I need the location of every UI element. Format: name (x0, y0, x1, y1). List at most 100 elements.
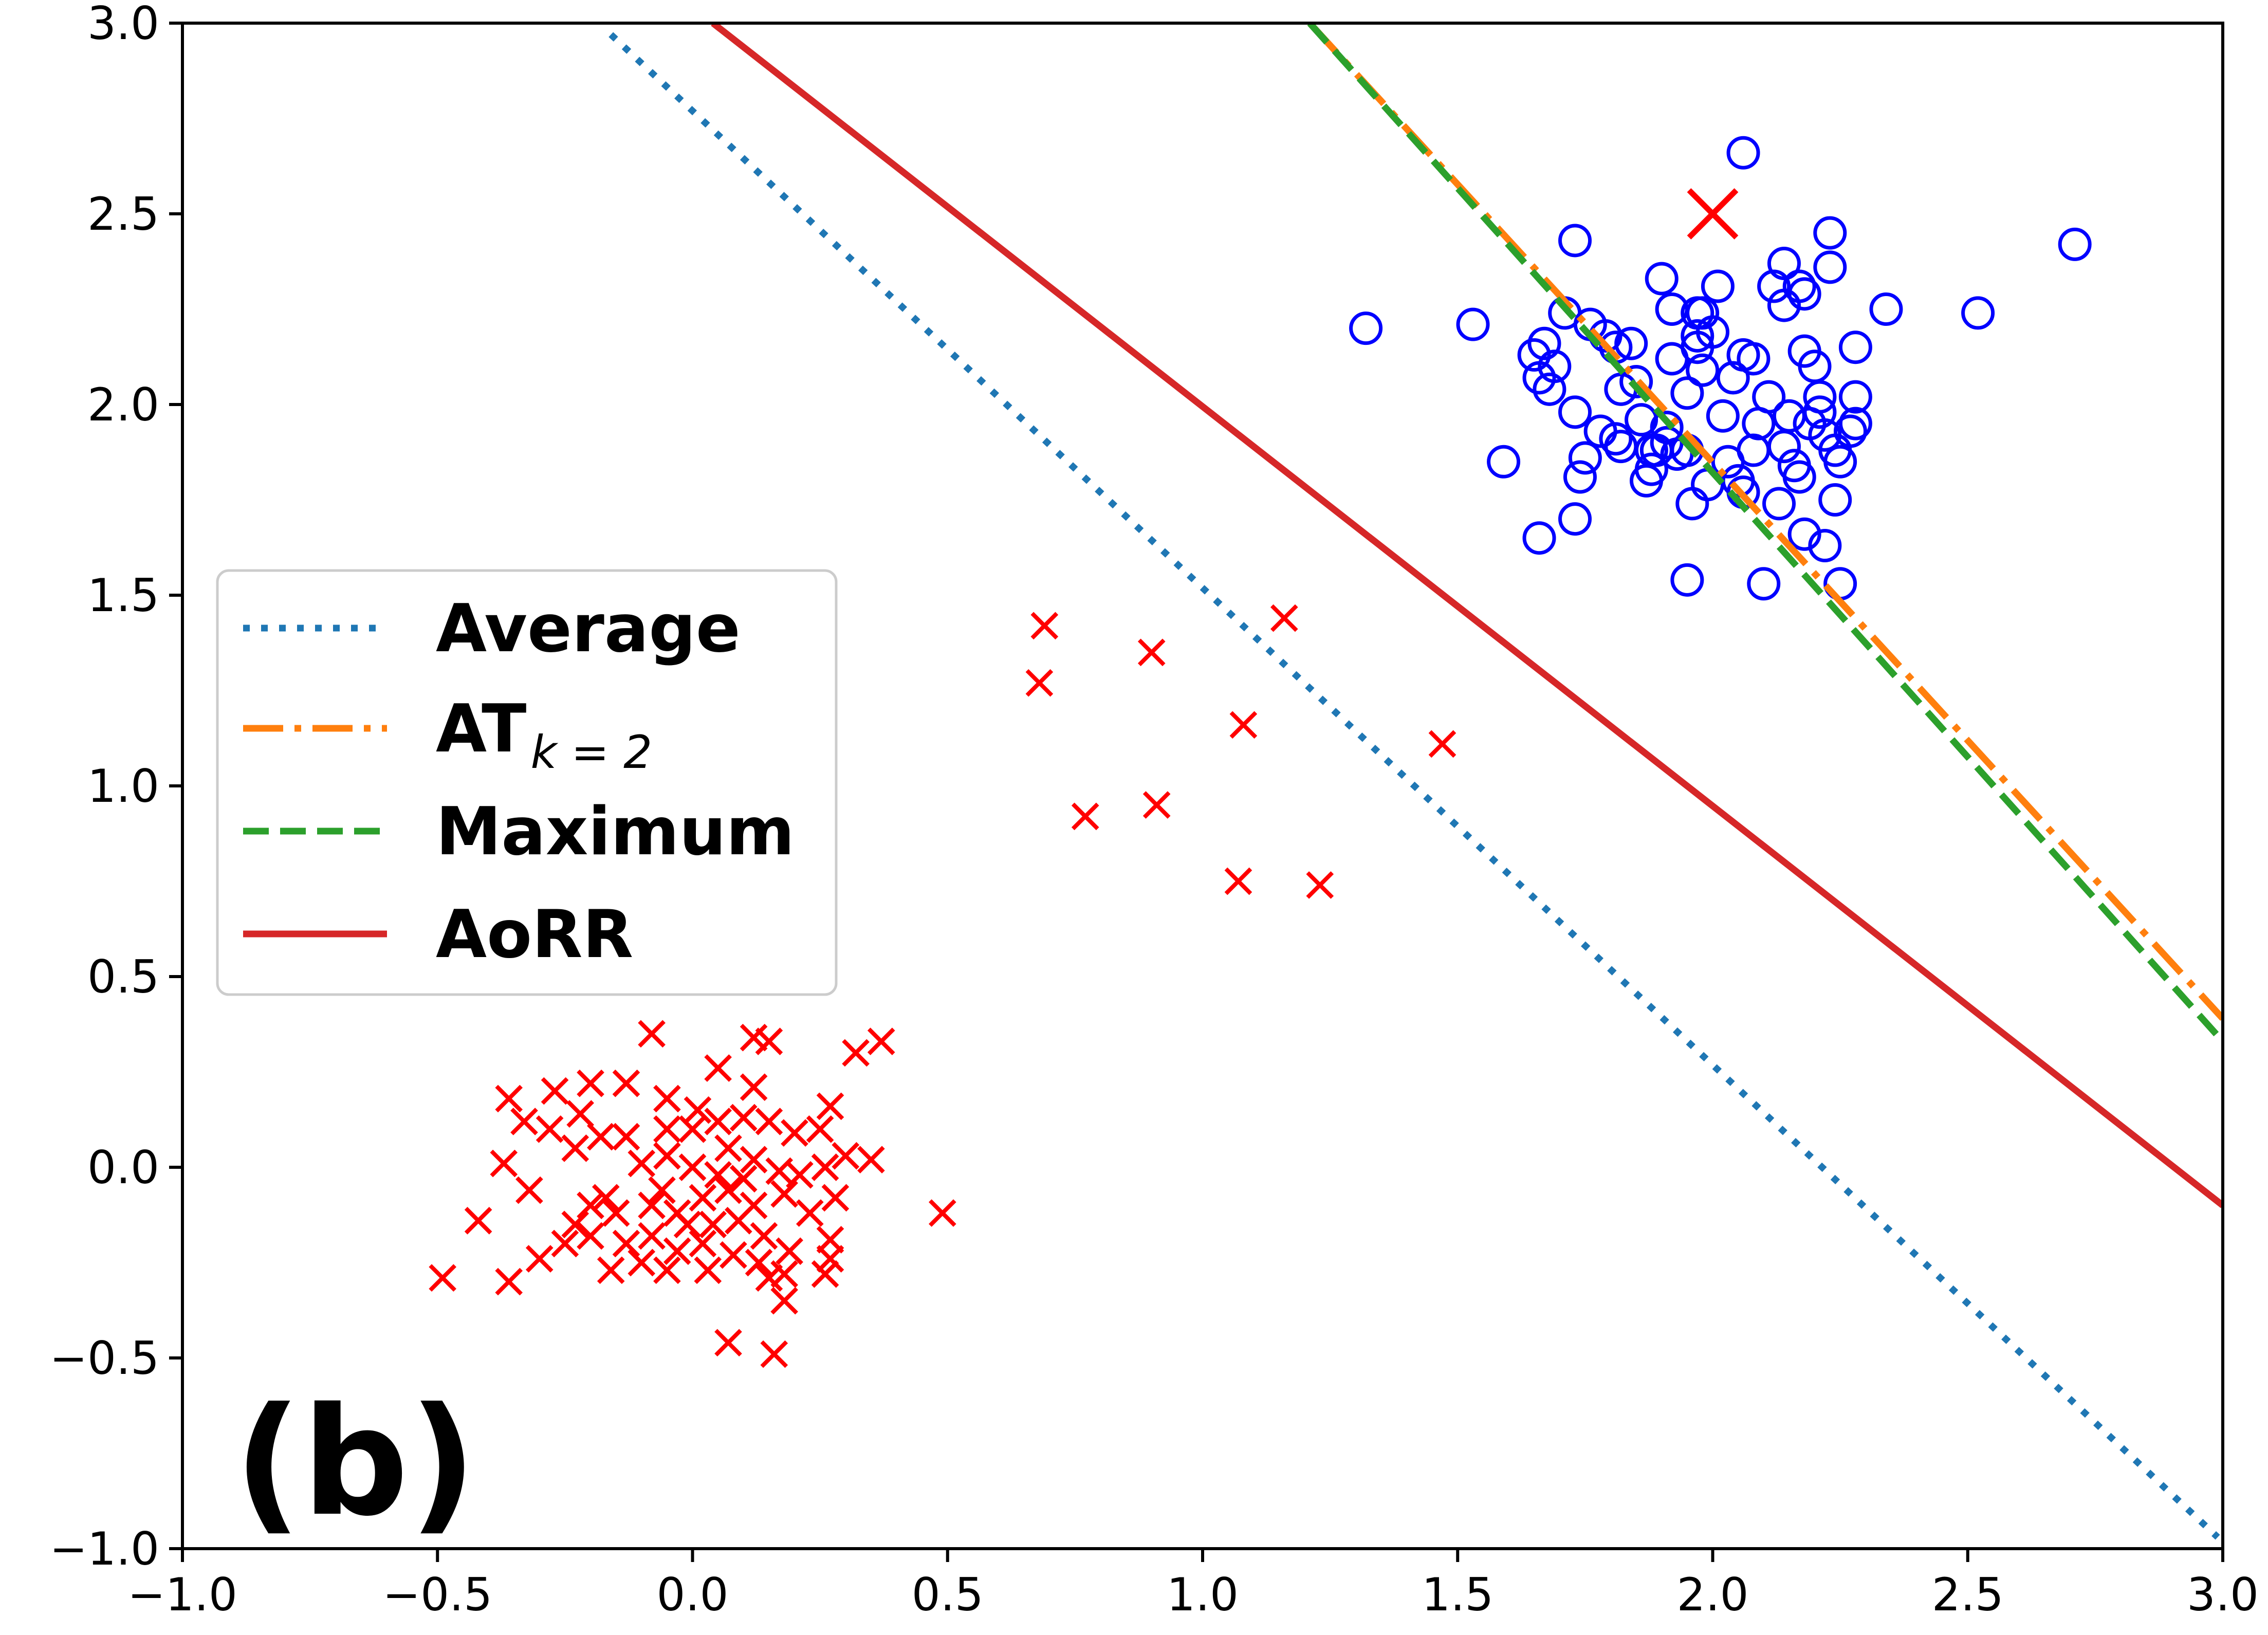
positive-point (1349, 311, 1383, 345)
negative-point (699, 1210, 727, 1239)
positive-point (1818, 483, 1852, 517)
negative-point (857, 1146, 885, 1173)
negative-point (755, 1027, 783, 1055)
y-axis: −1.0 −0.5 0.0 0.5 1.0 1.5 2.0 2.5 3.0 (49, 0, 182, 1575)
positive-point (1568, 441, 1602, 475)
positive-point (1742, 407, 1776, 440)
negative-point (525, 1245, 554, 1273)
positive-point (1767, 288, 1801, 322)
negative-point (821, 1184, 850, 1212)
positive-point (1527, 326, 1561, 360)
negative-point (592, 1184, 620, 1212)
positive-point (1599, 422, 1633, 456)
negative-point (577, 1069, 604, 1097)
negative-point (928, 1199, 956, 1227)
negative-point (653, 1142, 681, 1170)
x-tick-label: 1.5 (1422, 1568, 1493, 1621)
positive-point (1787, 277, 1821, 311)
negative-point (673, 1210, 702, 1239)
positive-point (1808, 529, 1842, 563)
positive-point (1757, 269, 1791, 303)
negative-point (561, 1134, 589, 1162)
data-points (429, 136, 2092, 1368)
negative-point (490, 1149, 518, 1178)
decision-lines (609, 23, 2223, 1540)
negative-point (577, 1191, 604, 1220)
negative-point (689, 1229, 717, 1258)
positive-point (1813, 216, 1847, 250)
negative-point (612, 1229, 640, 1258)
negative-point (536, 1115, 564, 1143)
negative-point (495, 1267, 523, 1296)
positive-point (1634, 433, 1668, 467)
positive-point (1686, 353, 1720, 387)
x-tick-label: 0.0 (657, 1568, 729, 1621)
x-tick-label: −1.0 (127, 1568, 237, 1621)
panel-label: (b) (234, 1376, 477, 1549)
positive-point (1767, 246, 1801, 280)
positive-point (1838, 380, 1872, 414)
x-tick-label: 1.0 (1167, 1568, 1239, 1621)
positive-point (1782, 460, 1816, 494)
negative-point (781, 1119, 808, 1147)
negative-point (495, 1085, 523, 1113)
negative-point (740, 1073, 768, 1101)
negative-point (724, 1207, 752, 1235)
legend-label-atk: ATk = 2 (436, 691, 652, 779)
negative-point (628, 1248, 656, 1277)
negative-point (1306, 871, 1334, 899)
positive-point (1614, 326, 1648, 360)
y-tick-label: 1.5 (87, 569, 159, 622)
positive-point (1558, 224, 1592, 258)
negative-point (770, 1287, 798, 1315)
negative-point (760, 1340, 788, 1368)
positive-point (1823, 445, 1857, 479)
y-tick-label: 2.5 (87, 188, 159, 241)
positive-point (1650, 411, 1684, 445)
y-tick-label: 0.0 (87, 1141, 159, 1194)
positive-point (1737, 342, 1771, 376)
positive-point (1706, 399, 1740, 433)
positive-point (2058, 227, 2092, 261)
negative-point (720, 1241, 747, 1269)
outlier-point (1687, 188, 1739, 240)
negative-point (750, 1222, 778, 1250)
positive-point (1833, 414, 1867, 448)
positive-point (1772, 399, 1806, 433)
negative-point (729, 1165, 758, 1193)
negative-point (551, 1229, 579, 1258)
positive-point (1701, 269, 1735, 303)
positive-point (1522, 361, 1556, 395)
legend-label-atk-subscript: k = 2 (530, 726, 652, 779)
negative-point (740, 1146, 768, 1173)
negative-point (714, 1134, 742, 1162)
positive-point (1681, 296, 1714, 330)
negative-point (648, 1176, 676, 1204)
positive-point (1762, 487, 1796, 521)
negative-point (770, 1180, 798, 1208)
y-tick-label: 3.0 (87, 0, 159, 50)
negative-point (704, 1108, 732, 1135)
negative-point (612, 1123, 640, 1151)
negative-point (1229, 711, 1258, 739)
positive-point (1747, 567, 1781, 601)
legend: Average ATk = 2 Maximum AoRR (216, 569, 838, 996)
negative-point (628, 1149, 656, 1178)
positive-point (1522, 521, 1556, 555)
negative-point (464, 1207, 492, 1235)
negative-point (1142, 791, 1171, 819)
negative-point (577, 1222, 604, 1250)
negative-point (694, 1256, 722, 1284)
negative-point (587, 1123, 615, 1151)
negative-point (1071, 802, 1099, 831)
negative-point (684, 1096, 712, 1124)
positive-point (1645, 262, 1679, 296)
positive-point (1625, 403, 1658, 437)
legend-label-aorr: AoRR (436, 896, 633, 973)
positive-point (1726, 136, 1760, 170)
line-aorr (711, 23, 2223, 1208)
positive-point (1787, 517, 1821, 551)
positive-point (1558, 395, 1592, 429)
negative-point (510, 1108, 538, 1135)
